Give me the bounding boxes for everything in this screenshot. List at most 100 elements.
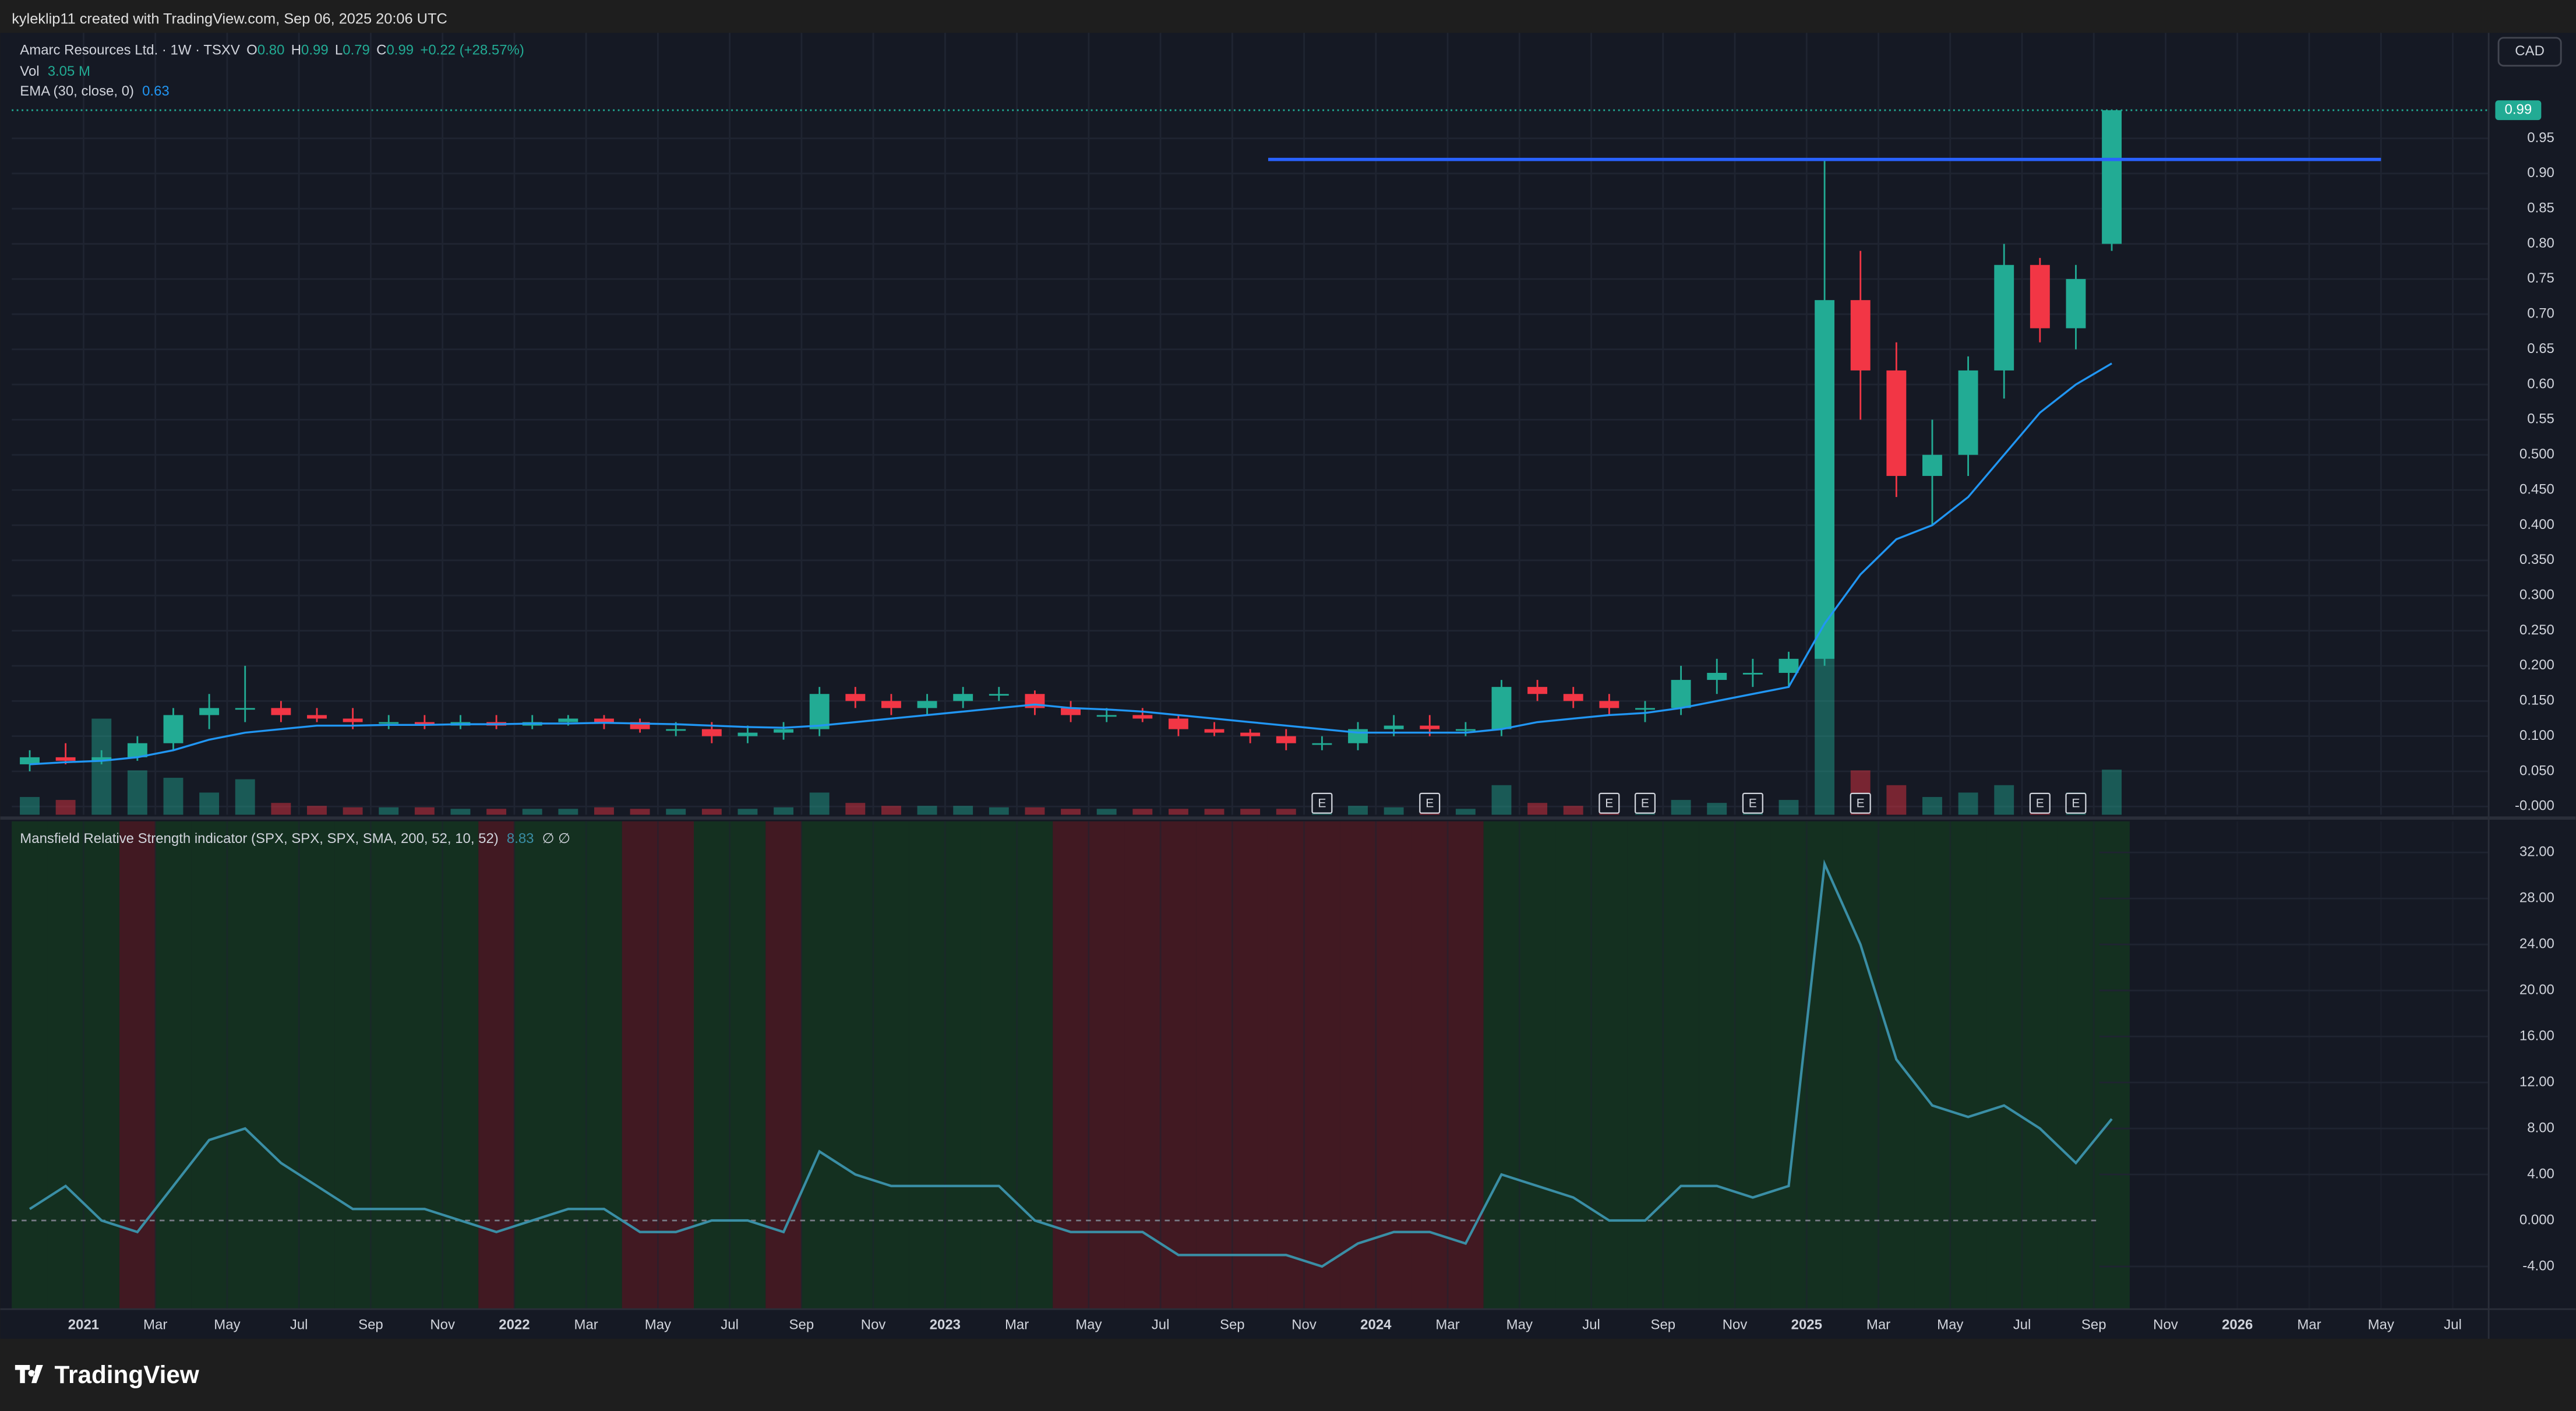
x-tick-label: Jul [1582,1317,1600,1333]
ohlc-value: 0.99 [301,43,329,58]
currency[interactable]: CAD [2515,43,2545,59]
y-tick-label: 4.00 [2527,1166,2554,1181]
y-tick-label: 8.00 [2527,1120,2554,1135]
ema-line [29,362,2112,766]
volume-bar [845,803,866,815]
earnings-label: E [2036,797,2044,810]
volume-value: 3.05 M [48,64,90,79]
x-tick-label: Sep [1650,1317,1675,1333]
y-tick-label: 0.450 [2519,481,2554,497]
rs-shade [1160,821,1197,1310]
volume-bar [1455,809,1476,815]
brand: TradingView [55,1361,199,1388]
x-tick-label: Jul [2013,1317,2031,1333]
y-tick-label: 0.350 [2519,552,2554,567]
rs-shade [407,821,443,1310]
x-tick-label: 2026 [2222,1317,2253,1333]
candle-body [558,718,578,722]
rs-shade [694,821,730,1310]
y-tick-label: -0.000 [2515,798,2554,814]
currency-button[interactable] [2497,37,2562,67]
volume-bar [343,807,363,815]
y-tick-label: -4.00 [2522,1258,2554,1274]
ohlc-key: H [291,43,301,58]
candle-body [774,729,794,733]
ohlc-value: 0.79 [343,43,370,58]
volume-legend: Vol 3.05 M [20,64,90,79]
candle-body [1276,736,1296,743]
candle-body [989,694,1009,696]
candle-body [809,694,830,729]
volume-bar [1025,807,1045,815]
y-tick-label: 0.200 [2519,657,2554,673]
candle-body [1061,708,1081,715]
plot: 2021 Mar May Jul Sep Nov 2022 Mar May Jul Sep Nov 20… [12,33,2554,1333]
candle-body [1850,300,1871,371]
rs-shade [299,821,335,1310]
symbol: Amarc Resources Ltd. · 1W · TSXV [20,43,240,58]
y-tick-label: 32.00 [2519,844,2554,860]
volume-bar [630,809,650,815]
x-tick-label: Nov [2153,1317,2178,1333]
candle-body [1994,264,2014,371]
rs-shade [1375,821,1412,1310]
y-tick-label: 24.00 [2519,936,2554,952]
x-tick-label: Sep [2081,1317,2106,1333]
rs-shade [1627,821,1663,1310]
candle-body [2030,264,2050,329]
x-tick-label: Mar [574,1317,598,1333]
indicator-legend: Mansfield Relative Strength indicator (S… [20,831,570,846]
volume-bar [1384,807,1404,815]
earnings-label: E [1641,797,1649,810]
rs-shade [263,821,299,1310]
candle-body [1815,300,1835,659]
x-tick-label: Jul [2444,1317,2462,1333]
volume-bar [307,806,327,815]
rs-shade [980,821,1017,1310]
rs-shade [370,821,407,1310]
x-tick-label: Mar [1866,1317,1890,1333]
y-tick-label: 28.00 [2519,890,2554,906]
logo-mark [15,1365,43,1384]
candle-body [1240,732,1261,736]
earnings-marker [1742,792,1763,814]
y-tick-label: 16.00 [2519,1028,2554,1043]
x-tick-label: Sep [358,1317,383,1333]
volume-bar [199,792,220,815]
candle-body [20,757,40,764]
volume-bar [1240,809,1261,815]
rs-shade [47,821,84,1310]
rs-shade [1555,821,1592,1310]
x-tick-label: Nov [430,1317,455,1333]
candle-body [1563,694,1583,701]
volume-bar [1671,800,1691,815]
ohlc-value: 0.80 [257,43,285,58]
candle-body [953,694,973,701]
rs-line [29,859,2113,1268]
x-tick-label: May [1937,1317,1963,1333]
rs-shade [1448,821,1484,1310]
volume-bar [1276,809,1296,815]
rs-shade [550,821,587,1310]
volume-bar [2102,770,2122,815]
rs-shade [514,821,551,1310]
candle-body [343,718,363,722]
rs-shade [1663,821,1699,1310]
candle-body [1742,672,1763,675]
y-tick-label: 0.050 [2519,763,2554,778]
x-tick-label: May [645,1317,671,1333]
volume-bar [558,809,578,815]
candle-body [91,757,112,761]
rs-shade [1519,821,1555,1310]
y-tick-label: 0.75 [2527,270,2554,286]
earnings-marker [1419,792,1441,814]
x-tick-label: 2022 [499,1317,530,1333]
last-price-label: 0.99 [2505,102,2532,118]
volume-bar [271,803,291,815]
candle-body [2066,278,2086,329]
candle-body [666,729,686,731]
volume-bar [953,806,973,815]
rs-shade [909,821,945,1310]
earnings-label: E [2072,797,2080,810]
